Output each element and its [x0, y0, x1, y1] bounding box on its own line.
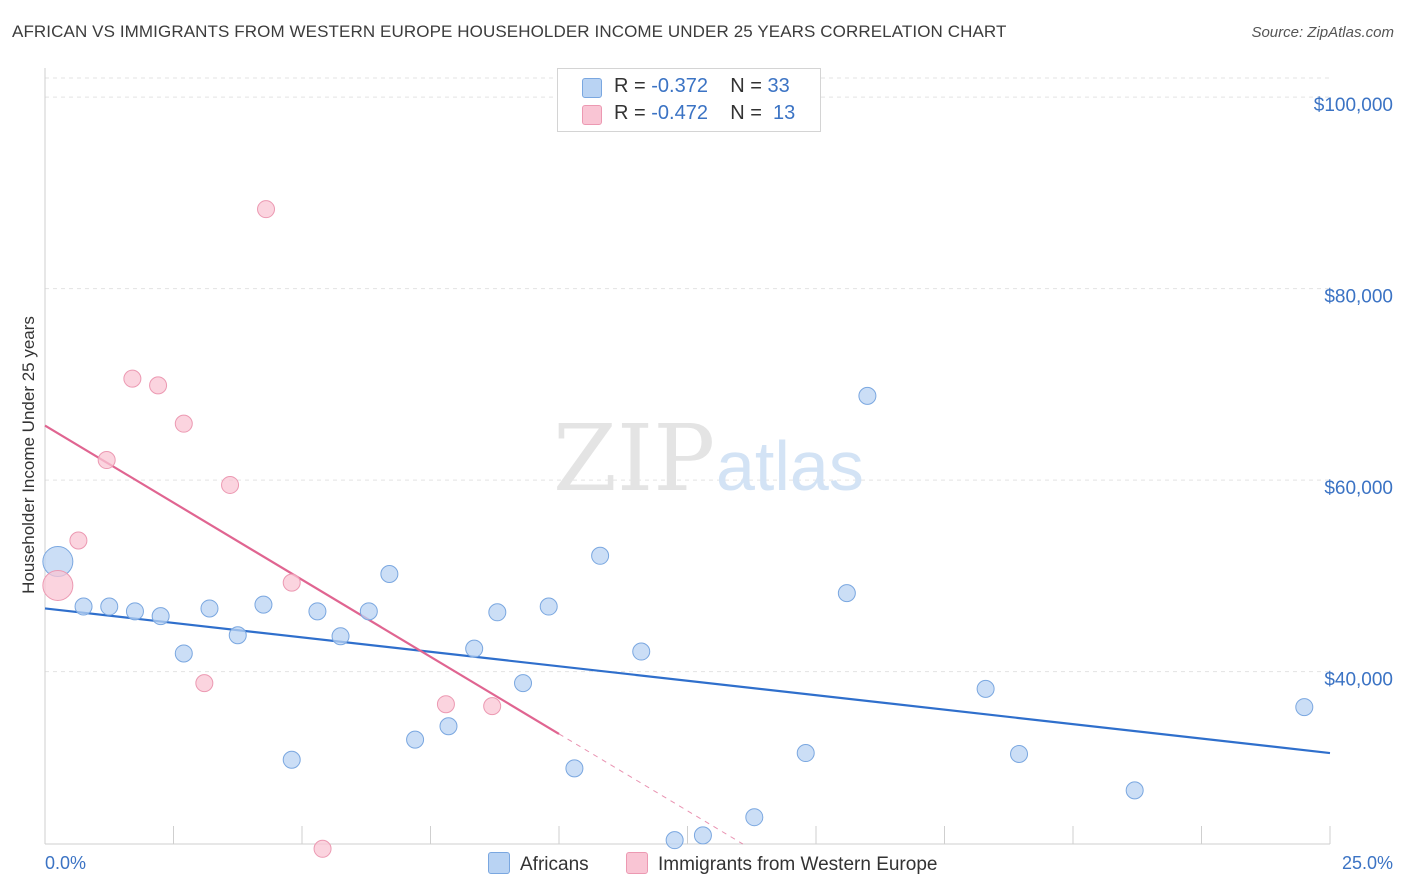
africans-point: [228, 626, 247, 645]
immigrants-point: [149, 376, 168, 395]
gridlines: [45, 77, 1330, 673]
africans-point: [745, 808, 764, 827]
watermark: ZIP atlas: [553, 405, 864, 512]
trend-lines: [44, 424, 1331, 845]
africans-point: [665, 831, 684, 850]
africans-point: [693, 826, 712, 845]
africans-point: [174, 644, 193, 663]
legend-n-label: N =: [730, 102, 762, 124]
y-tick-label: $60,000: [1324, 478, 1393, 499]
africans-point: [100, 597, 119, 616]
legend-n-value: 13: [773, 102, 796, 124]
bottom-legend-immigrants: Immigrants from Western Europe: [626, 852, 937, 876]
africans-point: [439, 717, 458, 736]
africans-point: [1010, 744, 1029, 763]
chart-title: AFRICAN VS IMMIGRANTS FROM WESTERN EUROP…: [12, 22, 1007, 41]
correlation-legend: R = -0.372 N = 33 R = -0.472 N = 13: [557, 68, 821, 132]
africans-swatch: [488, 852, 510, 874]
africans-point: [796, 744, 815, 763]
africans-point: [465, 639, 484, 658]
africans-point: [74, 597, 93, 616]
x-tick-label: 0.0%: [45, 853, 86, 873]
africans-point: [282, 750, 301, 769]
africans-point: [380, 564, 399, 583]
legend-r-label: R =: [614, 75, 646, 97]
immigrants-point: [436, 695, 455, 714]
africans-point: [488, 603, 507, 622]
africans-point: [254, 595, 273, 614]
africans-point: [837, 584, 856, 603]
africans-label: Africans: [520, 854, 589, 875]
legend-r-value: -0.372: [651, 75, 708, 97]
x-tick-labels: 0.0% 25.0%: [45, 853, 1393, 873]
immigrants-point: [221, 475, 240, 494]
y-axis-label: Householder Income Under 25 years: [19, 316, 38, 594]
immigrants-trend-line: [44, 424, 560, 735]
y-tick-label: $100,000: [1314, 95, 1393, 116]
x-tick-label: 25.0%: [1342, 853, 1393, 873]
legend-n-label: N =: [730, 75, 762, 97]
legend-r-value: -0.472: [651, 102, 708, 124]
africans-point: [359, 602, 378, 621]
africans-point: [539, 597, 558, 616]
africans-point: [151, 607, 170, 626]
immigrants-swatch: [626, 852, 648, 874]
africans-point: [406, 730, 425, 749]
watermark-atlas: atlas: [716, 427, 864, 505]
immigrants-swatch: [582, 105, 602, 125]
immigrants-trend-extension: [558, 733, 744, 845]
africans-point: [565, 759, 584, 778]
africans-point: [331, 627, 350, 646]
bottom-legend-africans: Africans: [488, 852, 589, 876]
africans-swatch: [582, 78, 602, 98]
africans-point: [858, 386, 877, 405]
immigrants-point: [483, 697, 502, 716]
immigrants-point: [195, 674, 214, 693]
africans-point: [976, 679, 995, 698]
africans-point: [125, 602, 144, 621]
y-tick-labels: $100,000 $80,000 $60,000 $40,000: [1314, 95, 1393, 691]
immigrants-point: [174, 414, 193, 433]
africans-point: [1125, 781, 1144, 800]
legend-r-label: R =: [614, 102, 646, 124]
africans-point: [200, 599, 219, 618]
immigrants-point: [123, 369, 142, 388]
legend-n-value: 33: [767, 75, 790, 97]
immigrants-point: [257, 200, 276, 219]
immigrants-point: [69, 531, 88, 550]
immigrants-point: [282, 573, 301, 592]
source-credit: Source: ZipAtlas.com: [1251, 24, 1394, 41]
immigrants-point: [97, 451, 116, 470]
y-tick-label: $40,000: [1324, 670, 1393, 691]
africans-point: [1295, 698, 1314, 717]
immigrants-label: Immigrants from Western Europe: [658, 854, 938, 875]
africans-point: [591, 546, 610, 565]
axes: [44, 68, 1331, 845]
immigrants-point: [313, 839, 332, 858]
africans-point: [632, 642, 651, 661]
africans-point: [308, 602, 327, 621]
africans-trend-line: [44, 607, 1331, 755]
watermark-zip: ZIP: [553, 405, 715, 512]
data-points: [42, 200, 1314, 858]
y-tick-label: $80,000: [1324, 287, 1393, 308]
immigrants-point: [42, 569, 74, 601]
africans-point: [514, 674, 533, 693]
